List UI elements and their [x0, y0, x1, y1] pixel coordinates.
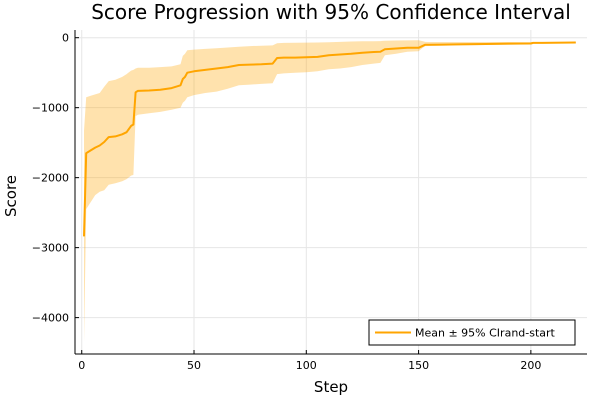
x-tick-label: 150: [408, 359, 429, 372]
chart-title: Score Progression with 95% Confidence In…: [91, 0, 571, 24]
y-tick-label: −1000: [32, 102, 69, 115]
x-tick-label: 0: [78, 359, 85, 372]
y-tick-label: 0: [62, 32, 69, 45]
confidence-band: [84, 40, 576, 343]
y-tick-label: −3000: [32, 242, 69, 255]
mean-line: [83, 41, 576, 237]
y-axis-title: Score: [2, 175, 20, 217]
y-tick-label: −4000: [32, 312, 69, 325]
mean-line-layer: [83, 41, 576, 237]
tick-labels: 0 50 100 150 200 0 −1000 −2000 −3000 −4000: [32, 32, 542, 372]
axes: [74, 30, 587, 355]
x-axis-title: Step: [314, 378, 348, 396]
legend-label: Mean ± 95% CIrand-start: [415, 327, 556, 340]
y-tick-label: −2000: [32, 172, 69, 185]
legend: Mean ± 95% CIrand-start: [368, 319, 576, 346]
x-tick-label: 50: [187, 359, 201, 372]
x-tick-label: 100: [296, 359, 317, 372]
confidence-band-layer: [84, 40, 576, 343]
grid: [75, 30, 587, 354]
x-tick-label: 200: [520, 359, 541, 372]
